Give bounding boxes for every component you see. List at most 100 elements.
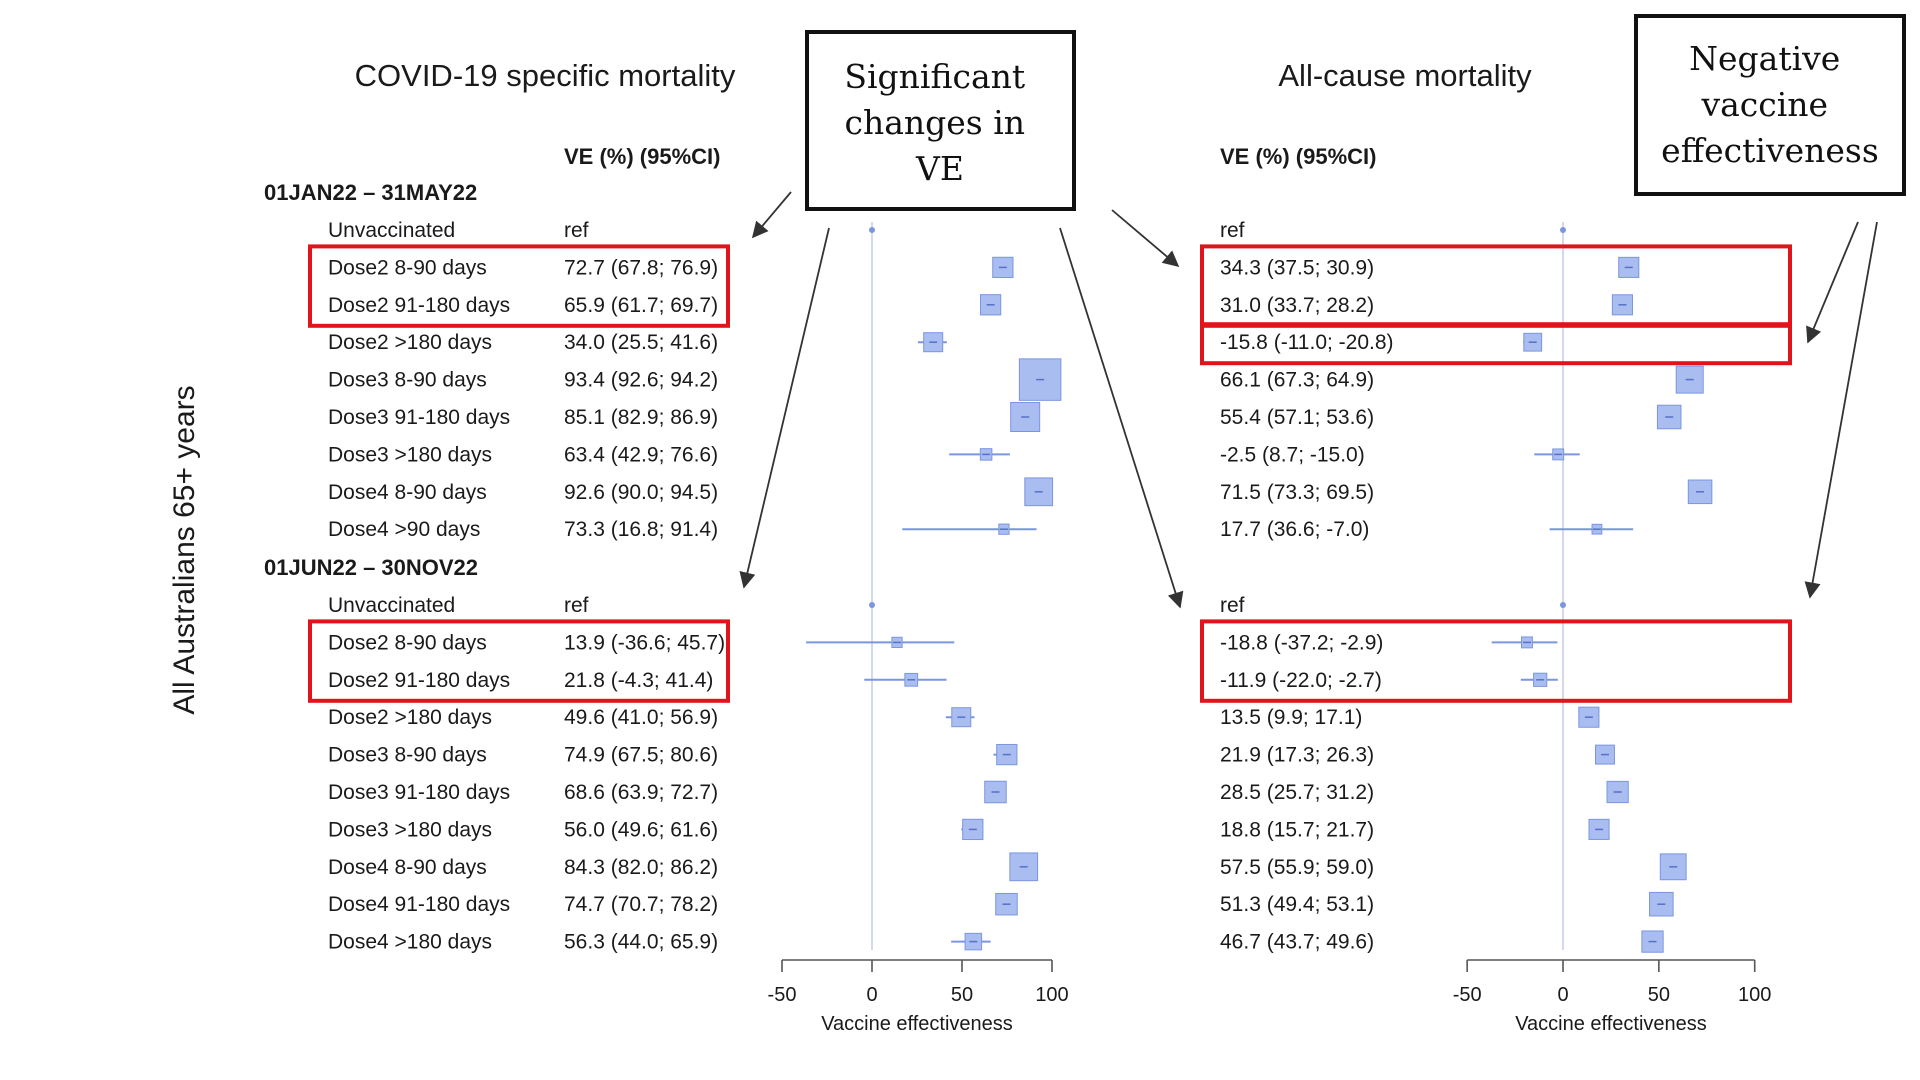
highlight-boxes-layer bbox=[308, 244, 1792, 703]
x-tick-label: 100 bbox=[1738, 984, 1771, 1006]
ve-value-text: 63.4 (42.9; 76.6) bbox=[564, 443, 718, 466]
ve-value-text: 68.6 (63.9; 72.7) bbox=[564, 781, 718, 804]
y-axis-label: All Australians 65+ years bbox=[168, 385, 201, 714]
group-label: Unvaccinated bbox=[328, 594, 455, 617]
period-label-2: 01JUN22 – 30NOV22 bbox=[264, 555, 478, 580]
callout-negative-text: Negative vaccine effectiveness bbox=[1661, 39, 1879, 170]
arrow-to-covid-period1 bbox=[751, 191, 792, 239]
ve-value-text: ref bbox=[564, 219, 589, 242]
x-tick-label: 100 bbox=[1035, 984, 1068, 1006]
group-label: Dose3 >180 days bbox=[328, 818, 492, 841]
ve-value-text: 56.0 (49.6; 61.6) bbox=[564, 818, 718, 841]
ve-value-text: 21.9 (17.3; 26.3) bbox=[1220, 744, 1374, 767]
highlight-allcause-period2-negative bbox=[1200, 619, 1792, 703]
ve-value-text: 84.3 (82.0; 86.2) bbox=[564, 856, 718, 879]
ve-value-text: ref bbox=[1220, 219, 1245, 242]
x-tick-label: 50 bbox=[1648, 984, 1670, 1006]
x-tick-label: -50 bbox=[1453, 984, 1482, 1006]
reference-point bbox=[869, 602, 875, 608]
ve-value-text: ref bbox=[564, 594, 589, 617]
group-label: Dose2 91-180 days bbox=[328, 294, 510, 317]
ve-value-text: ref bbox=[1220, 594, 1245, 617]
group-label: Dose4 8-90 days bbox=[328, 481, 487, 504]
allcause-ve-header: VE (%) (95%CI) bbox=[1220, 144, 1376, 169]
ve-value-text: 31.0 (33.7; 28.2) bbox=[1220, 294, 1374, 317]
covid-forest-plot: -50 0 50 100 bbox=[768, 222, 1069, 1006]
allcause-x-axis-label: Vaccine effectiveness bbox=[1515, 1013, 1707, 1035]
x-tick-label: 0 bbox=[866, 984, 877, 1006]
covid-ve-header: VE (%) (95%CI) bbox=[564, 144, 720, 169]
ve-value-text: 18.8 (15.7; 21.7) bbox=[1220, 818, 1374, 841]
ve-value-text: 65.9 (61.7; 69.7) bbox=[564, 294, 718, 317]
ve-value-text: 21.8 (-4.3; 41.4) bbox=[564, 669, 713, 692]
ve-value-text: 57.5 (55.9; 59.0) bbox=[1220, 856, 1374, 879]
highlight-covid-period1-dose2 bbox=[308, 244, 730, 328]
group-label: Dose2 91-180 days bbox=[328, 669, 510, 692]
ve-value-text: 73.3 (16.8; 91.4) bbox=[564, 518, 718, 541]
highlight-covid-period2-dose2 bbox=[308, 619, 730, 703]
allcause-panel-title: All-cause mortality bbox=[1278, 58, 1532, 93]
period-label-1: 01JAN22 – 31MAY22 bbox=[264, 180, 477, 205]
group-label: Dose3 91-180 days bbox=[328, 406, 510, 429]
allcause-forest-plot: -50 0 50 100 bbox=[1453, 222, 1771, 1006]
ve-value-text: 34.0 (25.5; 41.6) bbox=[564, 331, 718, 354]
reference-point bbox=[1560, 602, 1566, 608]
group-label: Dose3 8-90 days bbox=[328, 369, 487, 392]
group-label: Dose3 91-180 days bbox=[328, 781, 510, 804]
callout-significant-frame bbox=[805, 30, 1076, 211]
group-label: Dose4 8-90 days bbox=[328, 856, 487, 879]
ve-value-text: 46.7 (43.7; 49.6) bbox=[1220, 931, 1374, 954]
group-label: Dose2 8-90 days bbox=[328, 631, 487, 654]
ve-value-text: 74.9 (67.5; 80.6) bbox=[564, 744, 718, 767]
reference-point bbox=[1560, 227, 1566, 233]
callout-significant-text: Significant changes in VE bbox=[844, 57, 1035, 188]
arrow-to-allcause-period2 bbox=[1059, 227, 1184, 609]
x-tick-label: 0 bbox=[1557, 984, 1568, 1006]
ve-value-text: 13.5 (9.9; 17.1) bbox=[1220, 706, 1362, 729]
ve-value-text: 28.5 (25.7; 31.2) bbox=[1220, 781, 1374, 804]
x-tick-label: -50 bbox=[768, 984, 797, 1006]
ve-value-text: 34.3 (37.5; 30.9) bbox=[1220, 256, 1374, 279]
ve-value-text: 93.4 (92.6; 94.2) bbox=[564, 369, 718, 392]
ve-value-text: -2.5 (8.7; -15.0) bbox=[1220, 443, 1365, 466]
group-label: Dose3 >180 days bbox=[328, 443, 492, 466]
group-label: Dose2 8-90 days bbox=[328, 256, 487, 279]
ve-value-text: -15.8 (-11.0; -20.8) bbox=[1220, 331, 1394, 354]
ve-value-text: 13.9 (-36.6; 45.7) bbox=[564, 631, 725, 654]
covid-panel-title: COVID-19 specific mortality bbox=[355, 58, 736, 93]
arrow-to-negative-row1 bbox=[1806, 221, 1859, 344]
ve-value-text: 85.1 (82.9; 86.9) bbox=[564, 406, 718, 429]
group-label: Dose2 >180 days bbox=[328, 331, 492, 354]
ve-value-text: 49.6 (41.0; 56.9) bbox=[564, 706, 718, 729]
callout-significant-changes: Significant changes in VE bbox=[805, 30, 1076, 211]
callout-negative-frame bbox=[1634, 14, 1906, 196]
ve-value-text: 72.7 (67.8; 76.9) bbox=[564, 256, 718, 279]
covid-x-axis-label: Vaccine effectiveness bbox=[821, 1013, 1013, 1035]
ve-value-text: 66.1 (67.3; 64.9) bbox=[1220, 369, 1374, 392]
group-label: Dose4 91-180 days bbox=[328, 893, 510, 916]
arrow-to-allcause-period1 bbox=[1111, 209, 1180, 268]
ve-value-text: -18.8 (-37.2; -2.9) bbox=[1220, 631, 1383, 654]
group-label: Unvaccinated bbox=[328, 219, 455, 242]
group-label: Dose2 >180 days bbox=[328, 706, 492, 729]
ve-value-text: -11.9 (-22.0; -2.7) bbox=[1220, 669, 1382, 692]
reference-point bbox=[869, 227, 875, 233]
arrow-to-negative-period2 bbox=[1804, 221, 1878, 599]
group-label: Dose4 >180 days bbox=[328, 931, 492, 954]
group-label: Dose3 8-90 days bbox=[328, 744, 487, 767]
annotation-arrows bbox=[739, 191, 1878, 609]
ve-value-text: 17.7 (36.6; -7.0) bbox=[1220, 518, 1369, 541]
ve-value-text: 56.3 (44.0; 65.9) bbox=[564, 931, 718, 954]
ve-value-text: 71.5 (73.3; 69.5) bbox=[1220, 481, 1374, 504]
x-tick-label: 50 bbox=[951, 984, 973, 1006]
group-label: Dose4 >90 days bbox=[328, 518, 480, 541]
row-labels-layer: 01JAN22 – 31MAY22 Unvaccinated Dose2 8-90 … bbox=[264, 180, 1394, 954]
highlight-allcause-period1-negative bbox=[1200, 322, 1792, 366]
ve-value-text: 92.6 (90.0; 94.5) bbox=[564, 481, 718, 504]
ve-value-text: 74.7 (70.7; 78.2) bbox=[564, 893, 718, 916]
callout-negative-ve: Negative vaccine effectiveness bbox=[1634, 14, 1906, 196]
arrow-to-covid-period2 bbox=[739, 227, 830, 589]
ve-value-text: 55.4 (57.1; 53.6) bbox=[1220, 406, 1374, 429]
